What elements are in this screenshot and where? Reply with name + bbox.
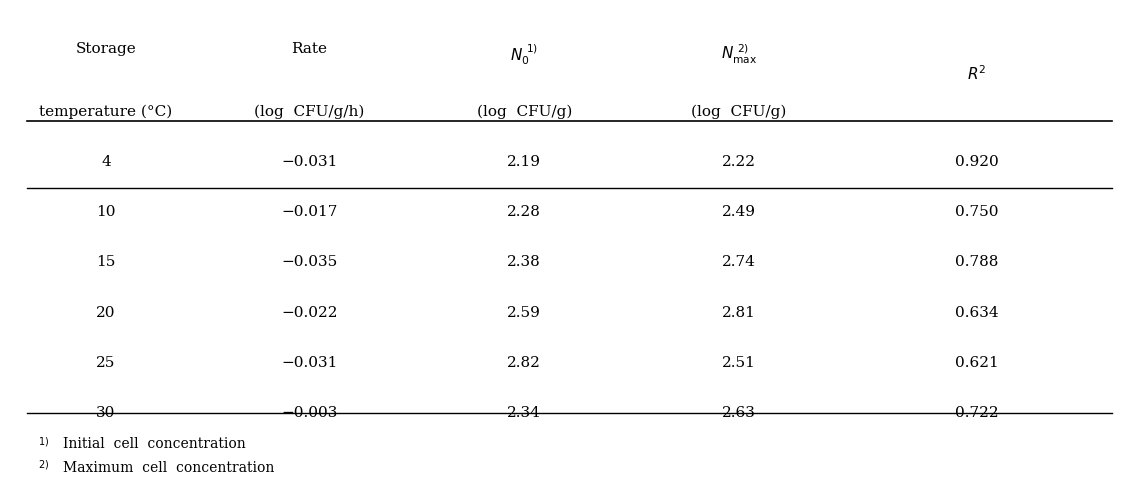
Text: Maximum  cell  concentration: Maximum cell concentration	[63, 461, 274, 475]
Text: −0.022: −0.022	[281, 306, 337, 320]
Text: 2.19: 2.19	[507, 155, 541, 169]
Text: 2.38: 2.38	[507, 256, 541, 269]
Text: 2.28: 2.28	[507, 205, 541, 219]
Text: 0.634: 0.634	[954, 306, 999, 320]
Text: −0.035: −0.035	[281, 256, 337, 269]
Text: 0.788: 0.788	[954, 256, 998, 269]
Text: 4: 4	[101, 155, 110, 169]
Text: Rate: Rate	[292, 42, 327, 56]
Text: $N_{\mathrm{max}}^{\ 2)}$: $N_{\mathrm{max}}^{\ 2)}$	[721, 42, 757, 66]
Text: (log  CFU/g/h): (log CFU/g/h)	[254, 105, 364, 119]
Text: 2.63: 2.63	[722, 406, 756, 420]
Text: 2.51: 2.51	[722, 356, 756, 370]
Text: 2.59: 2.59	[507, 306, 541, 320]
Text: 25: 25	[96, 356, 116, 370]
Text: 0.621: 0.621	[954, 356, 999, 370]
Text: $N_0^{\ 1)}$: $N_0^{\ 1)}$	[510, 42, 539, 67]
Text: 2.22: 2.22	[722, 155, 756, 169]
Text: (log  CFU/g): (log CFU/g)	[691, 105, 787, 119]
Text: −0.031: −0.031	[281, 356, 337, 370]
Text: 2.49: 2.49	[722, 205, 756, 219]
Text: 2.82: 2.82	[507, 356, 541, 370]
Text: 2.81: 2.81	[722, 306, 756, 320]
Text: 2.74: 2.74	[722, 256, 756, 269]
Text: −0.017: −0.017	[281, 205, 337, 219]
Text: (log  CFU/g): (log CFU/g)	[476, 105, 572, 119]
Text: 10: 10	[96, 205, 116, 219]
Text: 20: 20	[96, 306, 116, 320]
Text: 15: 15	[96, 256, 116, 269]
Text: −0.003: −0.003	[281, 406, 337, 420]
Text: 0.750: 0.750	[954, 205, 998, 219]
Text: $^{2)}$: $^{2)}$	[38, 461, 49, 475]
Text: $^{1)}$: $^{1)}$	[38, 437, 49, 451]
Text: 0.722: 0.722	[954, 406, 999, 420]
Text: temperature (°C): temperature (°C)	[40, 105, 172, 119]
Text: Storage: Storage	[75, 42, 137, 56]
Text: 30: 30	[96, 406, 116, 420]
Text: Initial  cell  concentration: Initial cell concentration	[63, 437, 246, 451]
Text: 2.34: 2.34	[507, 406, 541, 420]
Text: 0.920: 0.920	[954, 155, 999, 169]
Text: −0.031: −0.031	[281, 155, 337, 169]
Text: $R^2$: $R^2$	[967, 64, 986, 83]
